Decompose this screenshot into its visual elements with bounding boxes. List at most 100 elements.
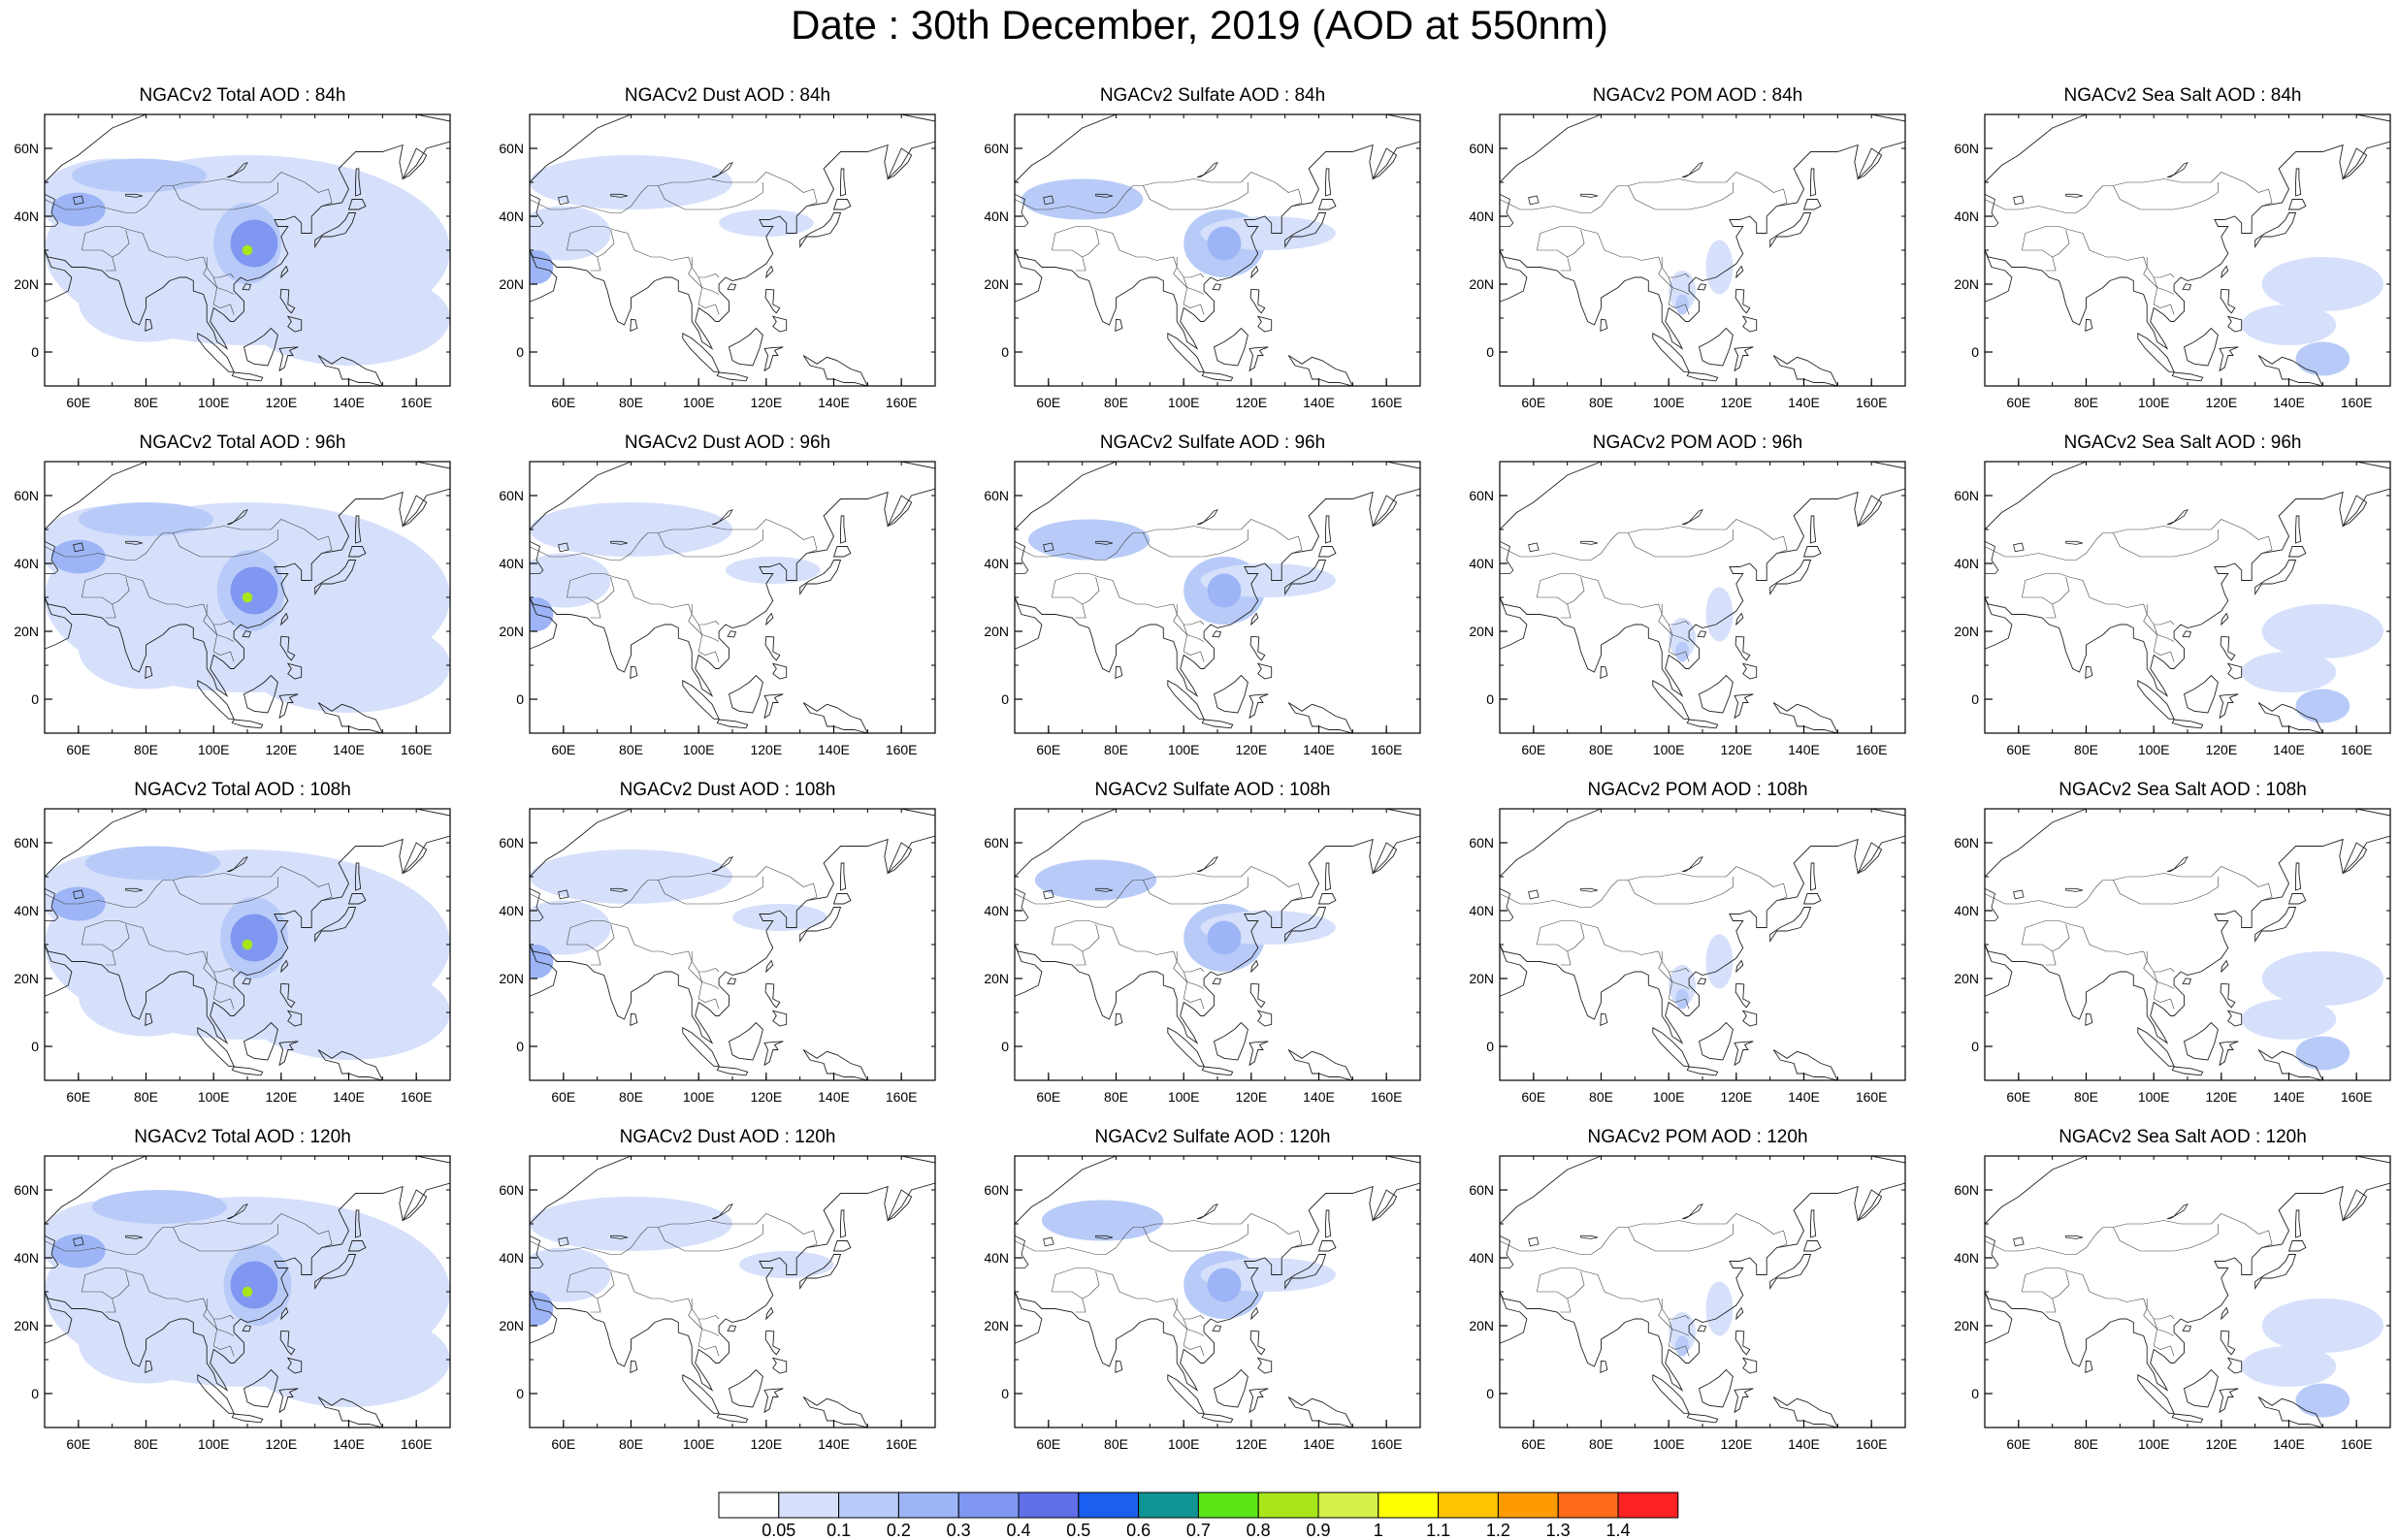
lake-outline (1095, 1235, 1114, 1239)
coastline (1652, 1027, 1690, 1067)
lat-tick-label: 20N (1469, 971, 1494, 986)
map-plot: 60E 80E 100E 120E 140E 160E 60N 40N 20N 0 (1469, 461, 1906, 757)
aerosol-plume (530, 945, 554, 979)
coastline (1734, 1041, 1754, 1067)
colorbar-label: 0.05 (762, 1521, 795, 1540)
map-panel: NGACv2 Sea Salt AOD : 108h 60E 80E 100E 120E… (1940, 780, 2391, 1119)
aerosol-plume (1027, 519, 1151, 561)
map-panel: NGACv2 Sulfate AOD : 96h 60E 80E 100E 120E 14… (970, 433, 1421, 772)
country-border (1668, 624, 1690, 642)
country-border (2052, 1270, 2070, 1299)
coastline (1686, 371, 1719, 382)
country-border (2025, 226, 2175, 278)
country-border (2113, 877, 2219, 905)
lat-tick-label: 20N (14, 624, 39, 639)
colorbar-label: 0.4 (1006, 1521, 1030, 1540)
coastline (145, 1360, 153, 1373)
lat-tick-label: 60N (14, 141, 39, 156)
coastline (2137, 1027, 2175, 1067)
country-border (597, 229, 615, 258)
lake-outline (125, 540, 144, 545)
aerosol-plume (2261, 1299, 2384, 1353)
coastline (630, 318, 638, 332)
country-border (1537, 1274, 1541, 1293)
lat-tick-label: 60N (499, 488, 524, 503)
lat-tick-label: 20N (1954, 971, 1979, 986)
lat-tick-label: 60N (984, 1182, 1009, 1198)
coastline (1857, 147, 1883, 180)
lake-outline (610, 887, 629, 892)
lake-outline (73, 195, 84, 206)
map-plot: 60E 80E 100E 120E 140E 160E 60N 40N 20N 0 (499, 808, 936, 1105)
country-border (1537, 596, 1572, 619)
lat-tick-label: 60N (1469, 141, 1494, 156)
lake-outline (226, 509, 248, 526)
coastline (1802, 199, 1822, 210)
country-border (597, 576, 615, 605)
coastline (1698, 327, 1734, 367)
lat-tick-label: 60N (1954, 1182, 1979, 1198)
coastline (2182, 978, 2192, 985)
lat-tick-label: 60N (1954, 835, 1979, 850)
lon-tick-label: 120E (1720, 1089, 1752, 1105)
lake-outline (1681, 856, 1703, 873)
coastline (1015, 809, 1420, 1044)
lon-tick-label: 120E (265, 395, 297, 410)
coastline (278, 346, 299, 372)
coastline (1772, 702, 1838, 733)
lake-outline (530, 540, 544, 574)
coastline (1500, 114, 1905, 350)
coastline (2182, 283, 2192, 291)
lat-tick-label: 0 (1486, 691, 1494, 707)
map-plot: 60E 80E 100E 120E 140E 160E 60N 40N 20N 0 (499, 461, 936, 757)
aerosol-plume (1675, 294, 1690, 315)
coastline (45, 462, 450, 697)
coastline (278, 1388, 299, 1414)
coastline (2221, 959, 2229, 974)
country-border (1143, 182, 1248, 210)
coastline (278, 693, 299, 720)
country-border (1082, 576, 1100, 605)
country-border (1537, 249, 1572, 272)
lon-tick-label: 80E (1104, 1089, 1128, 1105)
lon-tick-label: 120E (1235, 1089, 1267, 1105)
country-border (1143, 529, 1248, 558)
coastline (2221, 1306, 2229, 1321)
coastline (2183, 674, 2219, 714)
coastline (1115, 1360, 1123, 1373)
lat-tick-label: 0 (31, 1039, 39, 1054)
coastline (1201, 1066, 1234, 1076)
coastline (1769, 907, 1812, 944)
lat-tick-label: 40N (14, 903, 39, 918)
country-border (1183, 276, 1205, 295)
lat-tick-label: 40N (984, 556, 1009, 571)
map-plot: 60E 80E 100E 120E 140E 160E 60N 40N 20N 0 (984, 461, 1421, 757)
lake-outline (558, 1236, 569, 1247)
lake-outline (1015, 540, 1029, 574)
coastline (1284, 1254, 1327, 1291)
panel-title: NGACv2 Total AOD : 84h (139, 85, 346, 106)
country-border (2022, 944, 2057, 966)
coastline (402, 147, 428, 180)
country-border (1052, 1274, 1056, 1293)
lake-outline (1910, 543, 1954, 561)
coastline (1248, 346, 1269, 372)
lon-tick-label: 60E (1521, 395, 1545, 410)
panel-title: NGACv2 Dust AOD : 108h (619, 780, 836, 800)
lat-tick-label: 0 (31, 344, 39, 360)
aerosol-plume (2295, 341, 2350, 376)
lake-outline (2166, 162, 2188, 178)
coastline (1735, 612, 1744, 626)
map-panel: NGACv2 Total AOD : 84h 60E 80E 100E 120E 140E… (0, 85, 451, 425)
lake-outline (226, 856, 248, 873)
lake-outline (1500, 193, 1514, 227)
colorbar-label: 0.7 (1186, 1521, 1211, 1540)
map-panel: NGACv2 Sea Salt AOD : 84h 60E 80E 100E 120E 1… (1940, 85, 2391, 425)
lat-tick-label: 40N (499, 556, 524, 571)
lon-tick-label: 100E (683, 1436, 715, 1452)
lon-tick-label: 160E (1856, 742, 1888, 757)
coastline (630, 665, 638, 679)
coastline (2137, 1374, 2175, 1414)
coastline (1249, 288, 1266, 314)
